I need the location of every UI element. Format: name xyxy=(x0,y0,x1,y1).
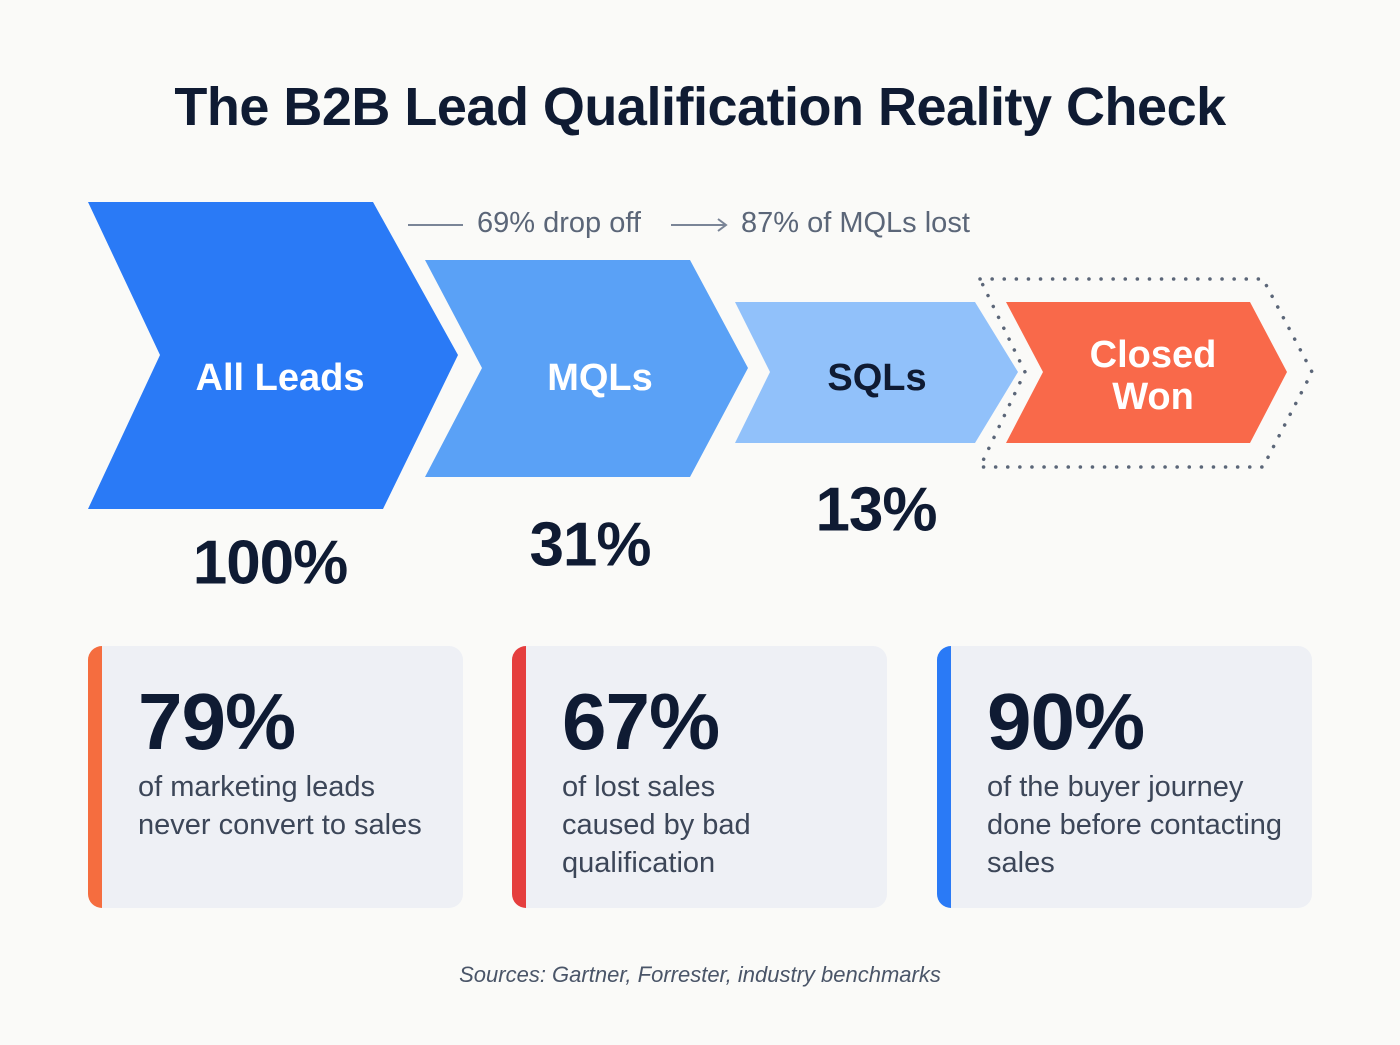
stage-label-mqls: MQLs xyxy=(547,357,653,399)
stat-card-marketing-leads: 79% of marketing leads never convert to … xyxy=(88,646,463,908)
stat-value: 90% xyxy=(987,677,1145,766)
stage-percent-mqls: 31% xyxy=(529,510,651,580)
stat-description: of marketing leads never convert to sale… xyxy=(138,771,422,841)
card-accent-bar xyxy=(88,646,102,908)
mqls-lost-note: 87% of MQLs lost xyxy=(741,207,970,239)
funnel-diagram xyxy=(88,202,1314,509)
closed-won-dotted-outline xyxy=(977,277,1314,469)
stat-card-buyer-journey: 90% of the buyer journey done before con… xyxy=(937,646,1312,908)
page-title: The B2B Lead Qualification Reality Check xyxy=(174,77,1226,137)
stat-description: of lost sales caused by bad qualificatio… xyxy=(562,771,751,879)
sources-footnote: Sources: Gartner, Forrester, industry be… xyxy=(459,962,941,987)
stage-label-closed-won: Closed Won xyxy=(1089,334,1217,418)
arrow-line xyxy=(671,224,723,226)
stat-card-lost-sales: 67% of lost sales caused by bad qualific… xyxy=(512,646,887,908)
stage-label-sqls: SQLs xyxy=(827,357,927,399)
funnel-stage-closed-won-shape xyxy=(1006,302,1287,443)
stat-value: 79% xyxy=(138,677,296,766)
funnel-stage-sqls-shape xyxy=(735,302,1018,443)
stage-label-all-leads: All Leads xyxy=(195,357,365,399)
drop-off-note: 69% drop off xyxy=(477,207,641,239)
stage-percent-all-leads: 100% xyxy=(192,528,349,598)
divider-line xyxy=(408,224,463,226)
stage-percent-sqls: 13% xyxy=(815,475,937,545)
funnel-stage-mqls-shape xyxy=(425,260,748,477)
stat-value: 67% xyxy=(562,677,720,766)
card-accent-bar xyxy=(512,646,526,908)
funnel-stage-all-leads-shape xyxy=(88,202,458,509)
card-accent-bar xyxy=(937,646,951,908)
stat-description: of the buyer journey done before contact… xyxy=(987,771,1283,879)
